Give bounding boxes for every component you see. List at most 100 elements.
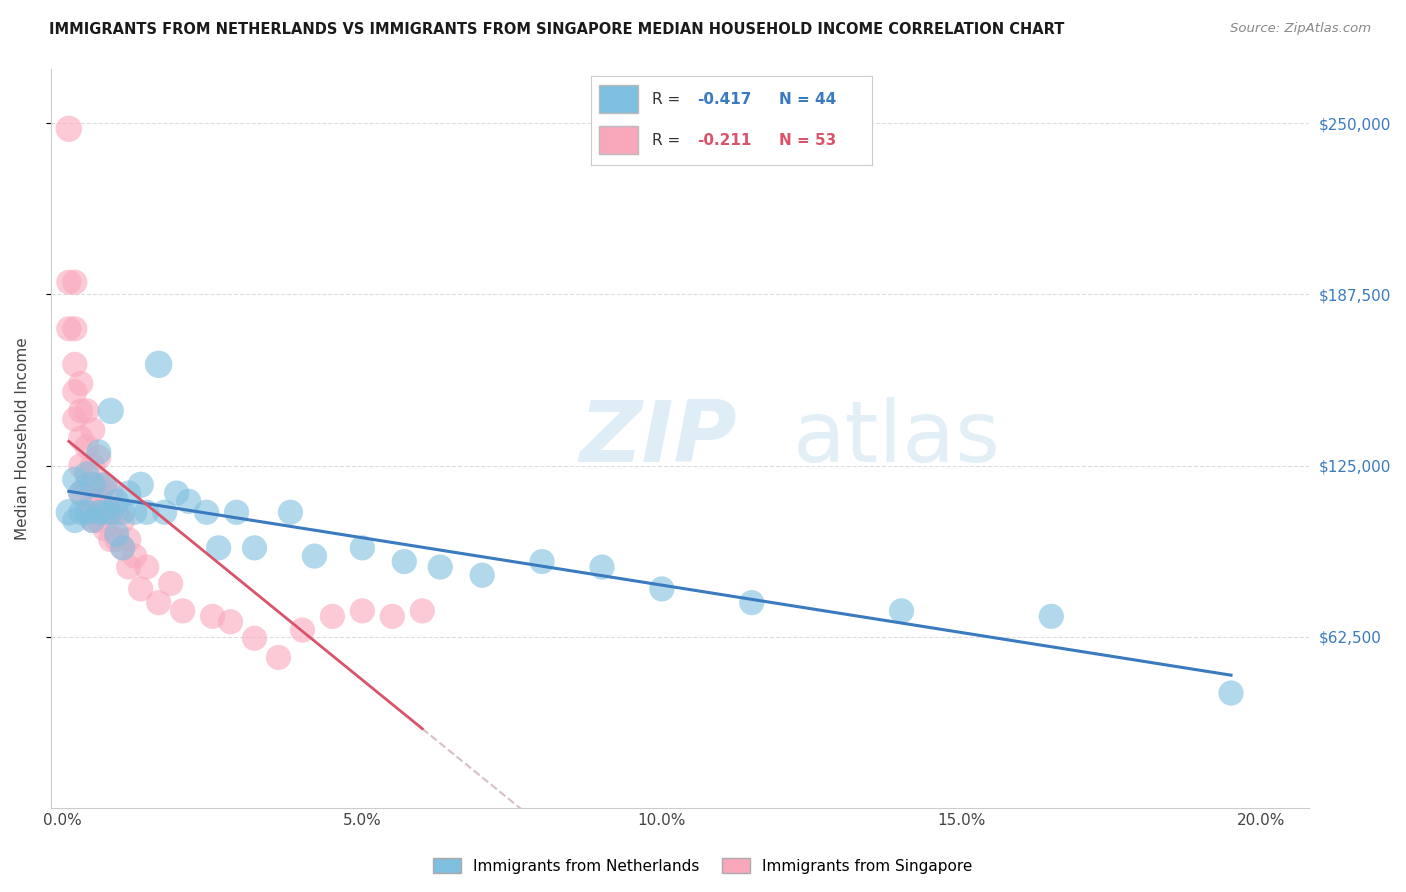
FancyBboxPatch shape <box>599 85 638 113</box>
Text: -0.211: -0.211 <box>697 133 752 147</box>
Point <box>58 275 80 289</box>
Y-axis label: Median Household Income: Median Household Income <box>15 337 30 540</box>
Text: ZIP: ZIP <box>579 397 737 480</box>
Point <box>100 505 122 519</box>
Point <box>76 505 98 519</box>
Point <box>76 478 98 492</box>
Point <box>381 609 404 624</box>
Text: R =: R = <box>652 92 686 106</box>
Point <box>1220 686 1243 700</box>
Point <box>76 440 98 454</box>
Point <box>105 505 128 519</box>
Point <box>63 357 86 371</box>
Point <box>87 445 110 459</box>
Point <box>82 458 104 473</box>
Point <box>87 494 110 508</box>
Point <box>87 450 110 465</box>
Point <box>118 486 141 500</box>
Point <box>219 615 242 629</box>
Point <box>243 632 266 646</box>
Point <box>63 322 86 336</box>
Point <box>76 505 98 519</box>
Point <box>82 423 104 437</box>
Point <box>82 478 104 492</box>
Point <box>58 505 80 519</box>
Point <box>111 541 134 555</box>
Point <box>94 478 117 492</box>
Point <box>63 513 86 527</box>
Point <box>591 560 613 574</box>
Point <box>100 486 122 500</box>
Point <box>148 596 170 610</box>
Point <box>352 604 374 618</box>
Point <box>195 505 218 519</box>
Text: -0.417: -0.417 <box>697 92 752 106</box>
Point <box>201 609 224 624</box>
Point <box>87 513 110 527</box>
Point <box>87 478 110 492</box>
Point <box>111 541 134 555</box>
Point <box>82 478 104 492</box>
Point <box>76 404 98 418</box>
Point <box>291 623 314 637</box>
Point <box>76 467 98 481</box>
Point <box>135 505 157 519</box>
Point <box>159 576 181 591</box>
Point <box>207 541 229 555</box>
Point <box>63 412 86 426</box>
Point <box>100 505 122 519</box>
Point <box>1040 609 1063 624</box>
Point <box>94 478 117 492</box>
Point <box>105 494 128 508</box>
Point <box>105 533 128 547</box>
Point <box>94 522 117 536</box>
Point <box>411 604 433 618</box>
Point <box>135 560 157 574</box>
Point <box>741 596 763 610</box>
Point <box>69 376 91 391</box>
Text: N = 53: N = 53 <box>779 133 837 147</box>
Point <box>69 486 91 500</box>
Point <box>118 533 141 547</box>
Point <box>394 555 416 569</box>
Text: Source: ZipAtlas.com: Source: ZipAtlas.com <box>1230 22 1371 36</box>
Point <box>172 604 194 618</box>
Point <box>429 560 451 574</box>
Point <box>69 458 91 473</box>
Point <box>243 541 266 555</box>
Point <box>267 650 290 665</box>
Point <box>69 431 91 445</box>
Point <box>94 500 117 514</box>
Point <box>69 505 91 519</box>
Point <box>890 604 912 618</box>
Point <box>63 275 86 289</box>
Point <box>651 582 673 596</box>
Point <box>63 384 86 399</box>
Point <box>82 513 104 527</box>
Point <box>166 486 188 500</box>
Point <box>58 121 80 136</box>
FancyBboxPatch shape <box>599 126 638 154</box>
Point <box>321 609 343 624</box>
Point <box>148 357 170 371</box>
Text: N = 44: N = 44 <box>779 92 837 106</box>
Point <box>124 505 146 519</box>
Text: R =: R = <box>652 133 686 147</box>
Text: atlas: atlas <box>793 397 1001 480</box>
Point <box>69 486 91 500</box>
Legend: Immigrants from Netherlands, Immigrants from Singapore: Immigrants from Netherlands, Immigrants … <box>427 852 979 880</box>
Point <box>304 549 326 563</box>
Point <box>87 505 110 519</box>
Text: IMMIGRANTS FROM NETHERLANDS VS IMMIGRANTS FROM SINGAPORE MEDIAN HOUSEHOLD INCOME: IMMIGRANTS FROM NETHERLANDS VS IMMIGRANT… <box>49 22 1064 37</box>
Point <box>69 404 91 418</box>
Point <box>280 505 302 519</box>
Point <box>124 549 146 563</box>
Point <box>118 560 141 574</box>
Point <box>100 533 122 547</box>
Point <box>82 494 104 508</box>
Point <box>177 494 200 508</box>
Point <box>100 404 122 418</box>
Point <box>153 505 176 519</box>
Point <box>531 555 554 569</box>
Point <box>225 505 247 519</box>
